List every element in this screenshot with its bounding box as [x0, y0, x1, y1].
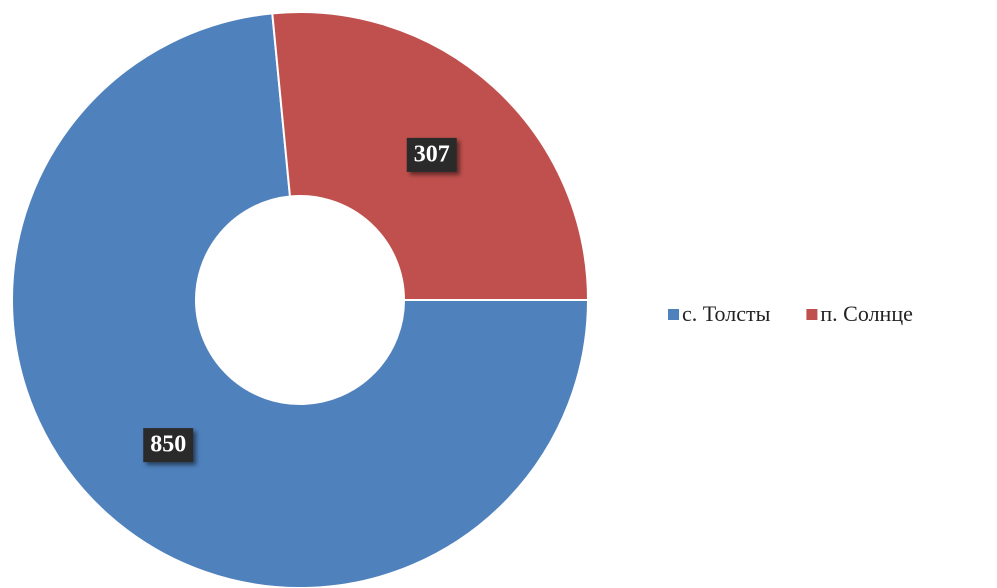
data-label-box [143, 428, 194, 463]
legend-label: п. Солнце [820, 301, 912, 326]
data-label-text: 850 [150, 432, 186, 458]
legend-label: с. Толсты [682, 301, 771, 326]
data-label: 850 [143, 428, 194, 463]
data-label-text: 307 [414, 141, 450, 167]
legend-swatch [806, 309, 818, 320]
data-label: 307 [406, 137, 457, 172]
legend-swatch [668, 309, 679, 320]
data-label-box [406, 137, 457, 172]
